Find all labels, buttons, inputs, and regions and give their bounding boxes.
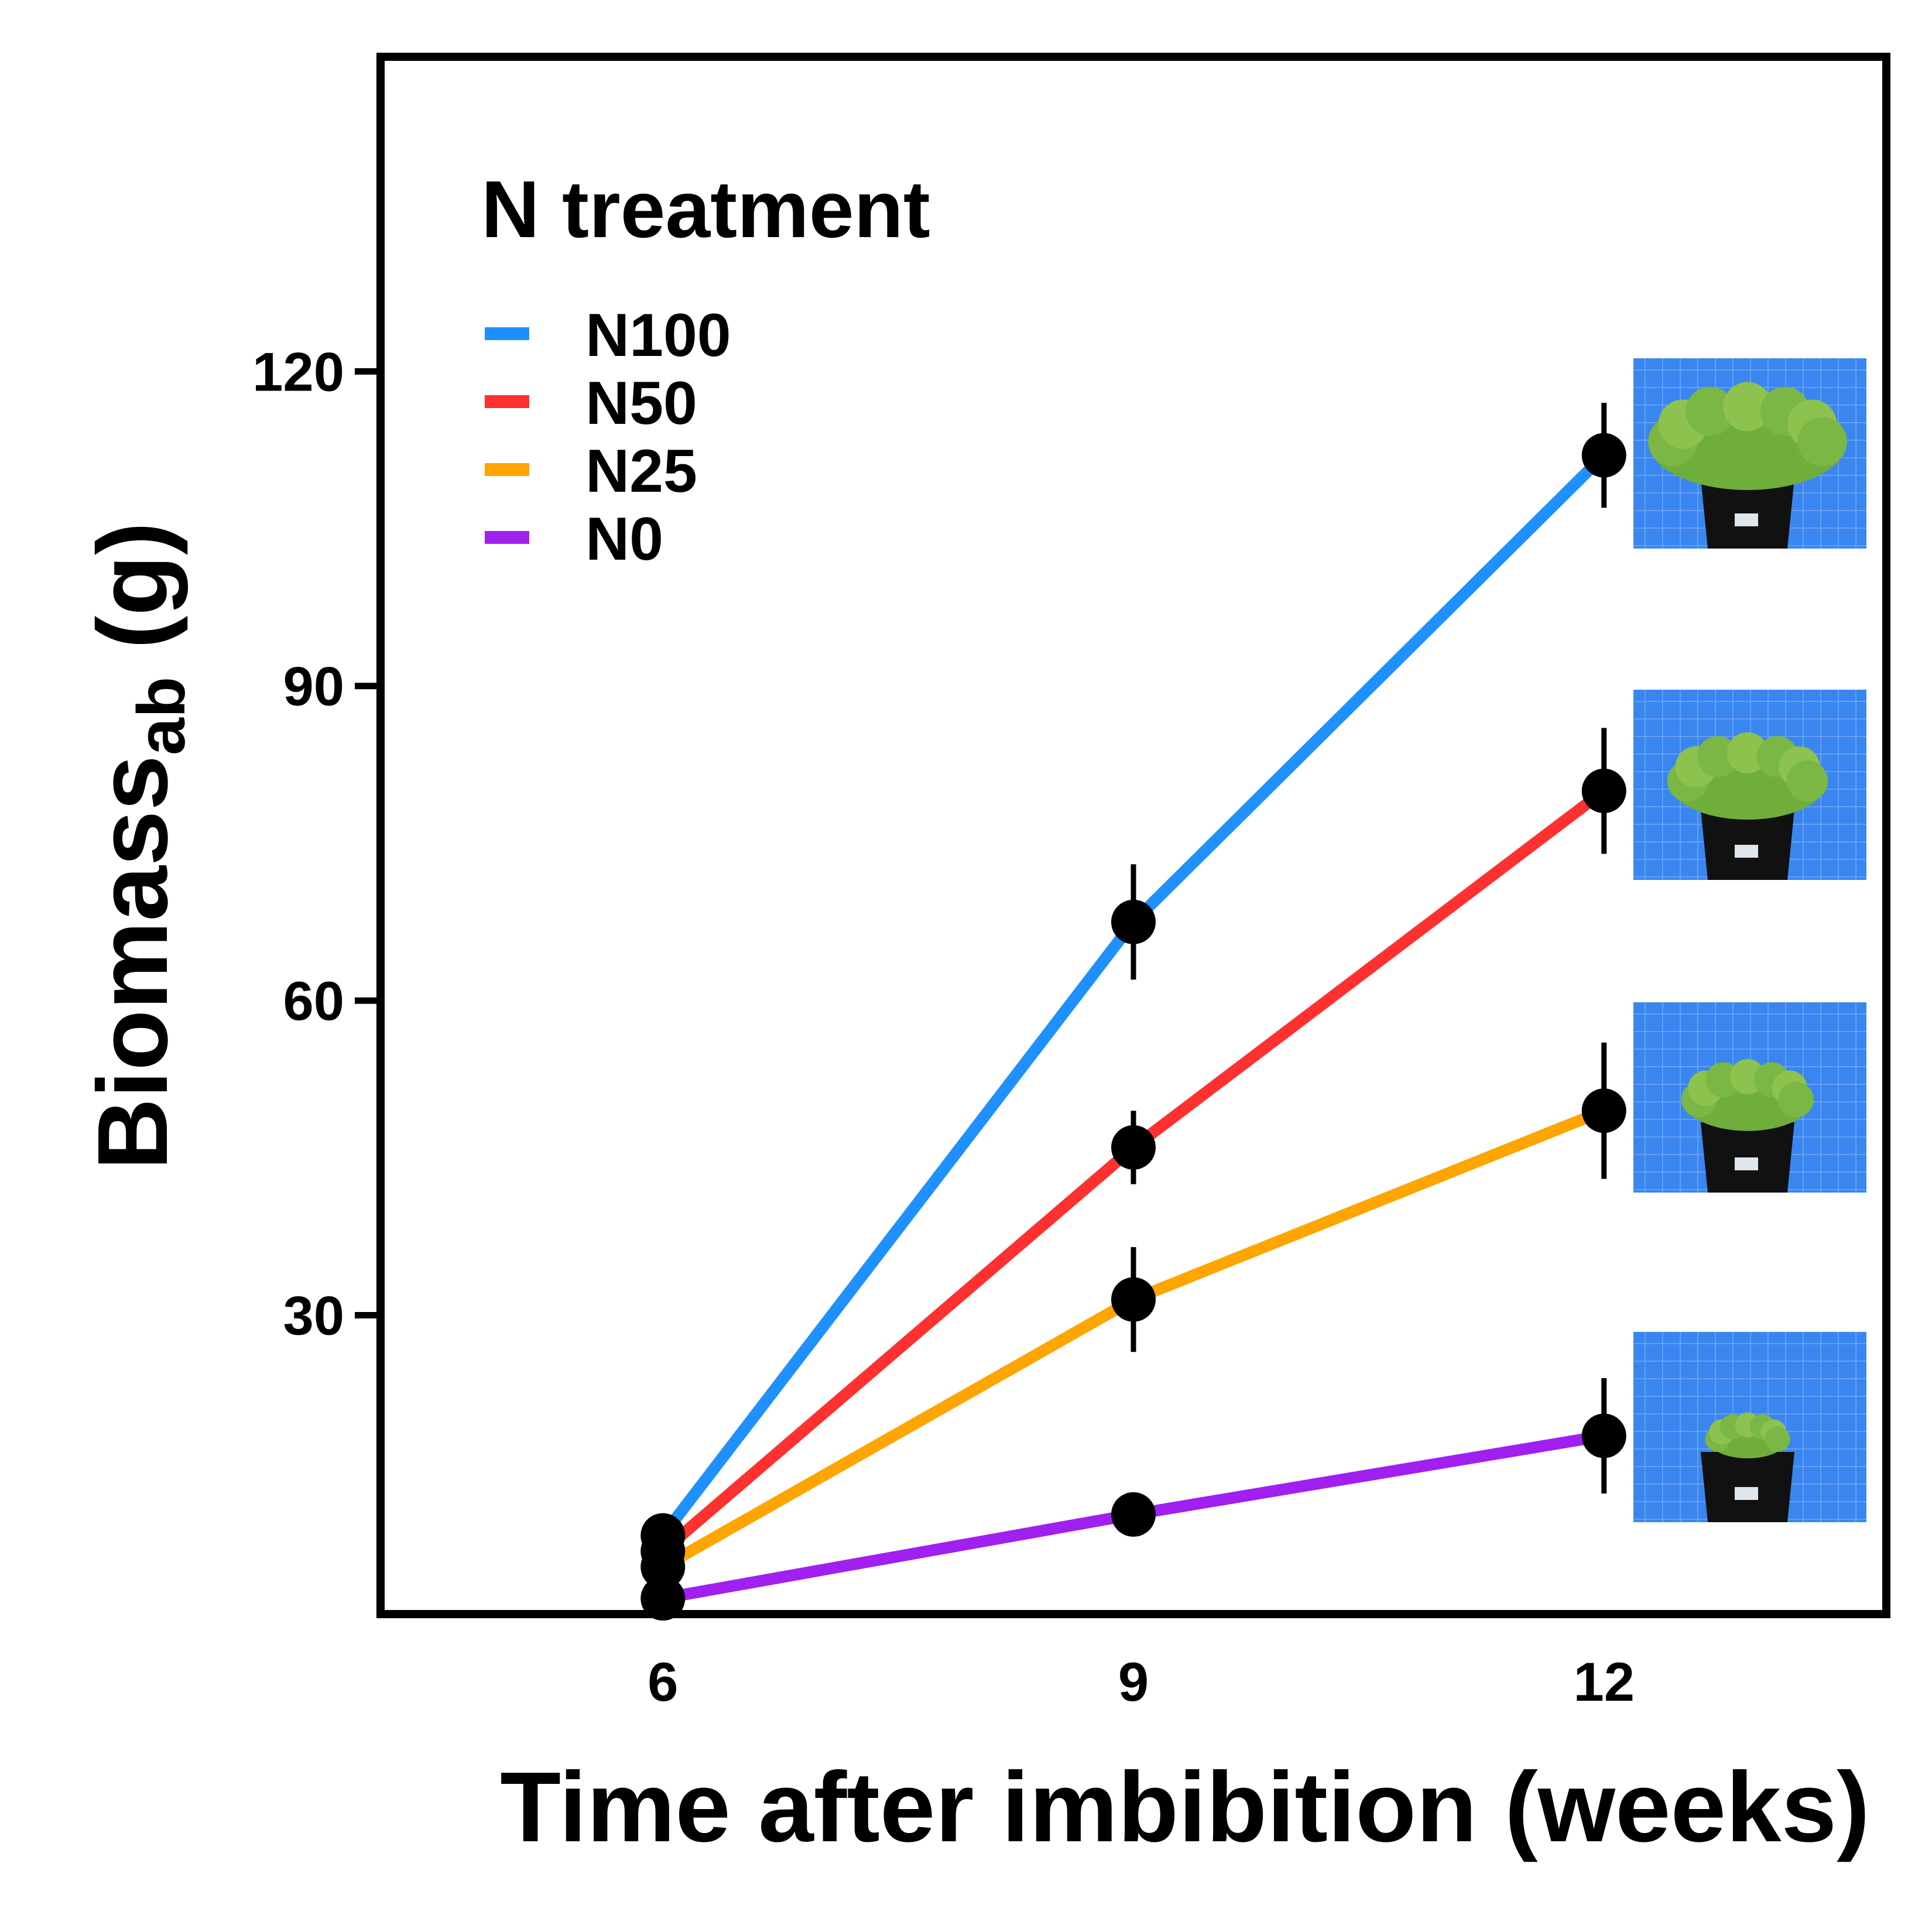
pot-label-tag: [1735, 1487, 1758, 1500]
lettuce-leaf-lobe: [1765, 1426, 1790, 1452]
y-tick-label-120: 120: [252, 341, 344, 402]
lettuce-photos: [1633, 358, 1866, 1522]
y-axis-title: Biomassab (g): [77, 522, 199, 1170]
data-point-n100-wk12: [1581, 433, 1626, 478]
data-point-n25-wk9: [1111, 1277, 1156, 1322]
lettuce-n100-photo: [1633, 358, 1866, 549]
legend-label-n0: N0: [585, 505, 663, 573]
data-point-n0-wk9: [1111, 1492, 1156, 1537]
lettuce-n0-photo: [1633, 1332, 1866, 1522]
legend-label-n100: N100: [585, 302, 731, 369]
legend-title: N treatment: [481, 165, 930, 255]
series-line-n100: [658, 451, 1608, 1539]
lettuce-n50-photo: [1633, 690, 1866, 880]
pot-label-tag: [1735, 845, 1758, 858]
x-tick-label-12: 12: [1573, 1651, 1635, 1712]
y-axis-title-subscript: ab: [124, 677, 199, 755]
x-tick-label-9: 9: [1118, 1651, 1149, 1712]
y-axis-title-main: Biomass: [77, 755, 189, 1170]
axes: 30 60 90 120 6 9 12: [252, 53, 1890, 1712]
data-point-n0-wk6: [640, 1576, 686, 1621]
lettuce-leaf-lobe: [1778, 1082, 1814, 1118]
legend-label-n50: N50: [585, 369, 697, 437]
lettuce-n25-photo: [1633, 1002, 1866, 1193]
lettuce-leaf-lobe: [1797, 417, 1847, 467]
y-axis-title-unit: (g): [77, 522, 189, 676]
data-points: [640, 433, 1626, 1621]
lettuce-leaf-lobe: [1727, 732, 1769, 774]
data-point-n50-wk12: [1581, 768, 1626, 813]
y-tick-label-30: 30: [283, 1284, 344, 1346]
y-tick-label-90: 90: [283, 656, 344, 717]
pot-label-tag: [1735, 1157, 1758, 1170]
lettuce-leaf-lobe: [1697, 736, 1739, 777]
y-tick-label-60: 60: [283, 970, 344, 1032]
pot-label-tag: [1735, 513, 1758, 526]
x-tick-label-6: 6: [648, 1651, 678, 1712]
x-axis-title: Time after imbibition (weeks): [500, 1752, 1870, 1863]
legend-label-n25: N25: [585, 437, 697, 505]
data-point-n100-wk9: [1111, 899, 1156, 944]
data-point-n0-wk12: [1581, 1413, 1626, 1458]
lettuce-leaf-lobe: [1686, 386, 1735, 436]
lettuce-leaf-lobe: [1786, 760, 1828, 802]
plot-frame: [376, 53, 1890, 1618]
series-lines: [658, 451, 1608, 1604]
data-point-n25-wk12: [1581, 1088, 1626, 1133]
data-point-n25-wk6: [640, 1544, 686, 1590]
lettuce-leaf-lobe: [1723, 382, 1772, 431]
data-point-n50-wk9: [1111, 1125, 1156, 1170]
